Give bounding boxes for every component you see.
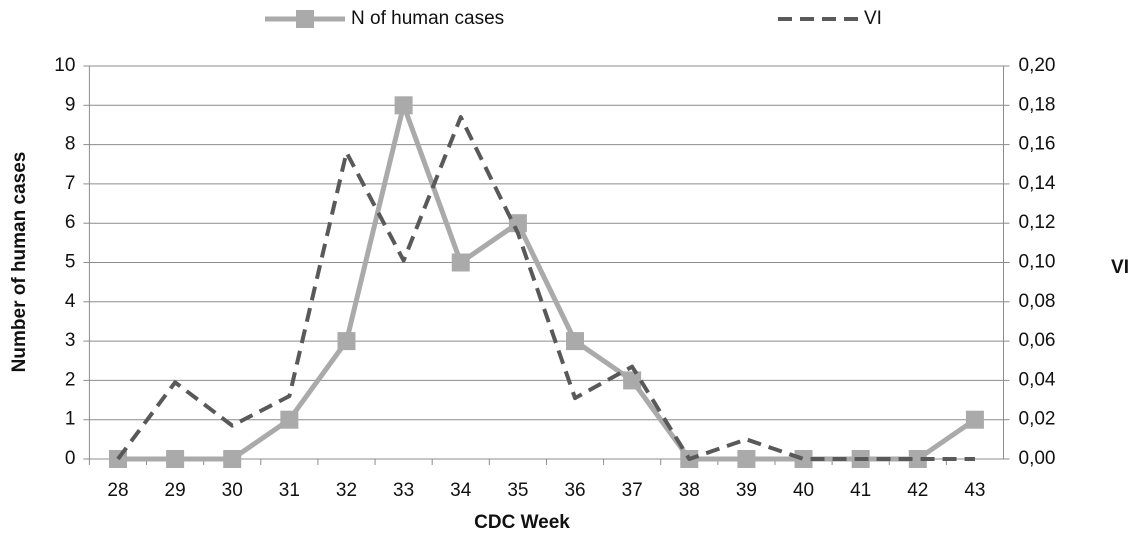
x-tick-label: 37 (622, 480, 643, 501)
marker (965, 410, 984, 429)
marker (394, 96, 413, 115)
y2-tick-label: 0,00 (1019, 448, 1056, 469)
y-tick-label: 3 (65, 330, 76, 351)
y-tick-label: 7 (65, 173, 76, 194)
marker (451, 253, 470, 272)
x-tick-label: 40 (793, 480, 814, 501)
x-tick-label: 33 (393, 480, 414, 501)
x-tick-label: 30 (222, 480, 243, 501)
x-tick-label: 38 (679, 480, 700, 501)
y-tick-label: 5 (65, 252, 76, 273)
x-tick-label: 29 (165, 480, 186, 501)
marker (623, 371, 642, 390)
x-tick-label: 31 (279, 480, 300, 501)
y-tick-label: 8 (65, 134, 76, 155)
series-line (116, 115, 975, 461)
y-tick-label: 4 (65, 291, 76, 312)
y2-tick-label: 0,18 (1019, 94, 1056, 115)
legend-label: VI (864, 8, 882, 29)
y-tick-label: 0 (65, 448, 76, 469)
y-tick-label: 10 (54, 55, 75, 76)
legend-marker (296, 10, 314, 28)
y2-tick-label: 0,02 (1019, 409, 1056, 430)
y2-axis-label: VI (1111, 257, 1129, 278)
y2-tick-label: 0,08 (1019, 291, 1056, 312)
y2-tick-label: 0,10 (1019, 252, 1056, 273)
x-axis-label: CDC Week (474, 512, 570, 533)
y2-tick-label: 0,06 (1019, 330, 1056, 351)
x-tick-label: 39 (736, 480, 757, 501)
marker (737, 450, 756, 468)
x-tick-label: 28 (107, 480, 128, 501)
y2-tick-label: 0,04 (1019, 369, 1056, 390)
y-tick-label: 1 (65, 409, 76, 430)
x-tick-label: 35 (507, 480, 528, 501)
marker (794, 450, 813, 468)
x-tick-label: 41 (850, 480, 871, 501)
y2-tick-label: 0,16 (1019, 134, 1056, 155)
y-axis-label: Number of human cases (9, 152, 30, 373)
marker (337, 332, 356, 351)
marker (280, 410, 299, 429)
marker (908, 450, 927, 468)
marker (223, 450, 242, 468)
y-tick-label: 9 (65, 94, 76, 115)
x-tick-label: 43 (964, 480, 985, 501)
x-tick-label: 42 (907, 480, 928, 501)
marker (566, 332, 585, 351)
legend-label: N of human cases (351, 8, 504, 29)
y-tick-label: 6 (65, 212, 76, 233)
series-line (117, 102, 977, 462)
y2-tick-label: 0,14 (1019, 173, 1056, 194)
marker (166, 450, 185, 468)
y-tick-label: 2 (65, 369, 76, 390)
x-tick-label: 32 (336, 480, 357, 501)
x-tick-label: 36 (564, 480, 585, 501)
x-tick-label: 34 (450, 480, 472, 501)
y2-tick-label: 0,20 (1019, 55, 1056, 76)
y2-tick-label: 0,12 (1019, 212, 1056, 233)
